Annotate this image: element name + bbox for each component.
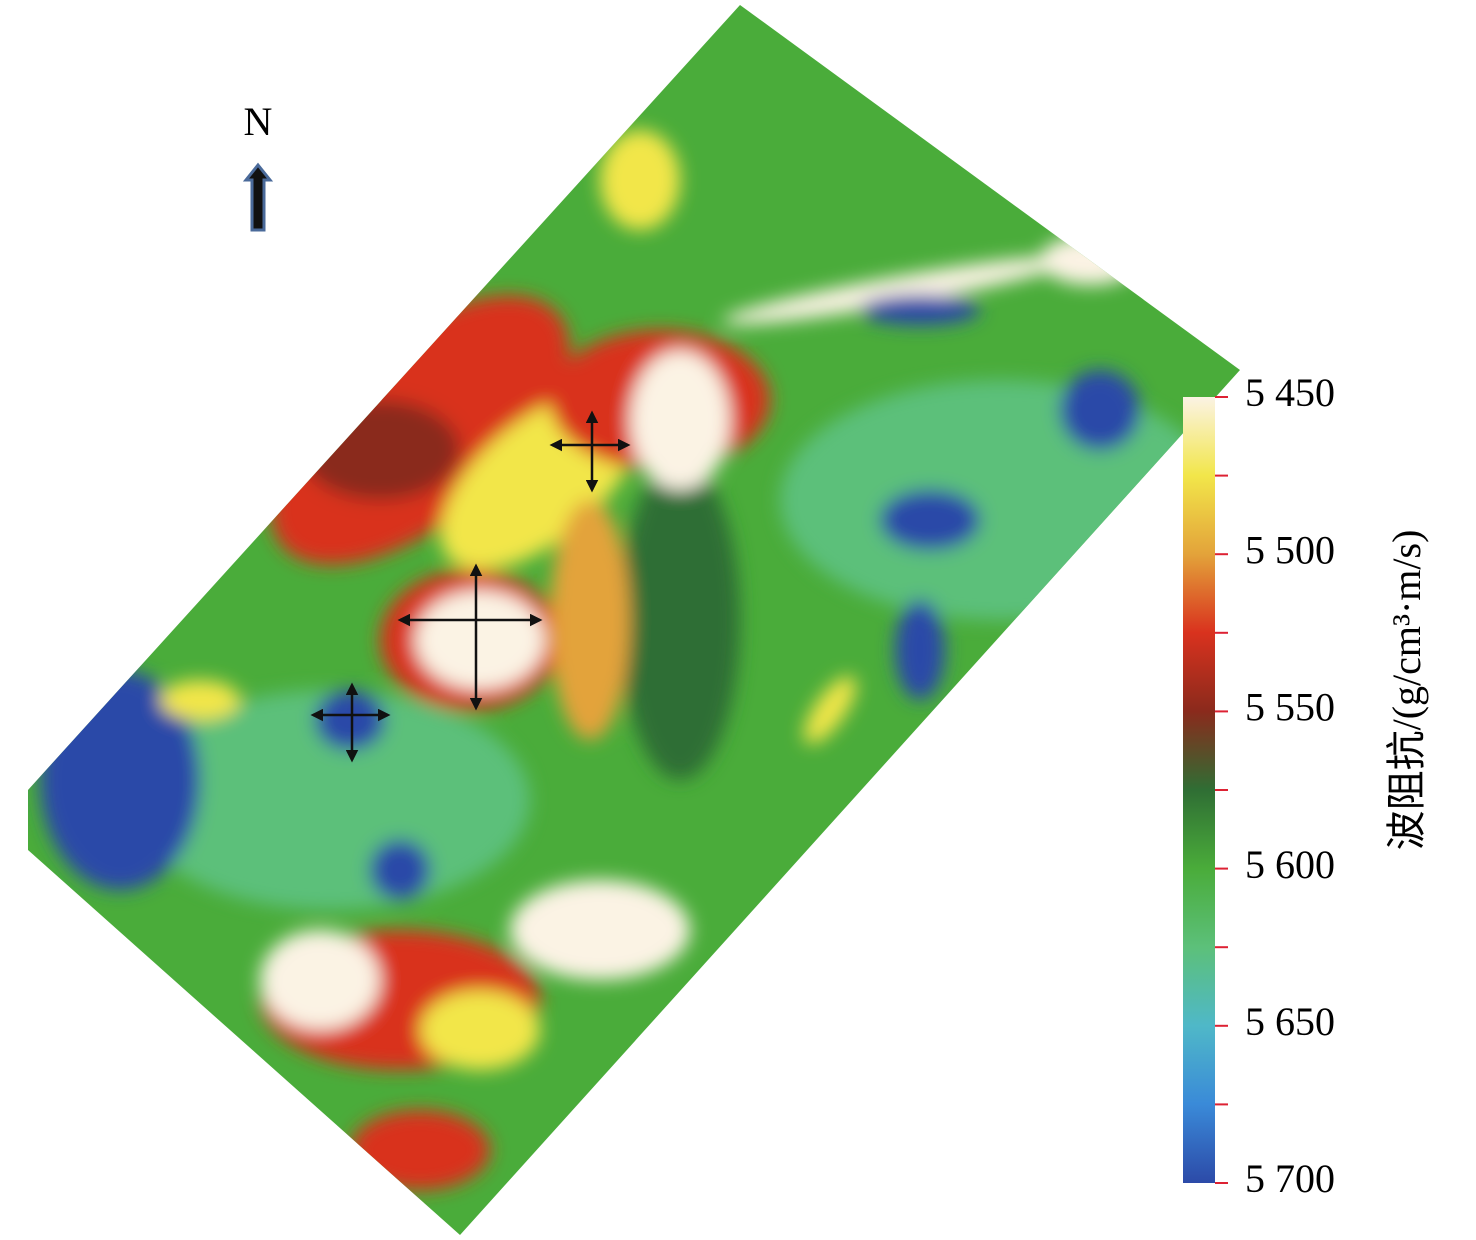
tick-label: 5 600 — [1245, 842, 1335, 887]
impedance-map — [28, 5, 1240, 1235]
tick-label: 5 450 — [1245, 370, 1335, 415]
north-arrow — [242, 162, 274, 232]
tick-label: 5 500 — [1245, 527, 1335, 572]
tick-label: 5 700 — [1245, 1156, 1335, 1201]
colorbar-label: 波阻抗/(g/cm³·m/s) — [1384, 530, 1429, 851]
tick-label: 5 550 — [1245, 685, 1335, 730]
colorbar-scale — [1183, 397, 1215, 1183]
tick-label: 5 650 — [1245, 999, 1335, 1044]
colorbar: 5 450 5 500 5 550 5 600 5 650 5 700 — [1183, 370, 1335, 1201]
north-label: N — [244, 99, 273, 144]
stress-crosses — [310, 410, 631, 763]
